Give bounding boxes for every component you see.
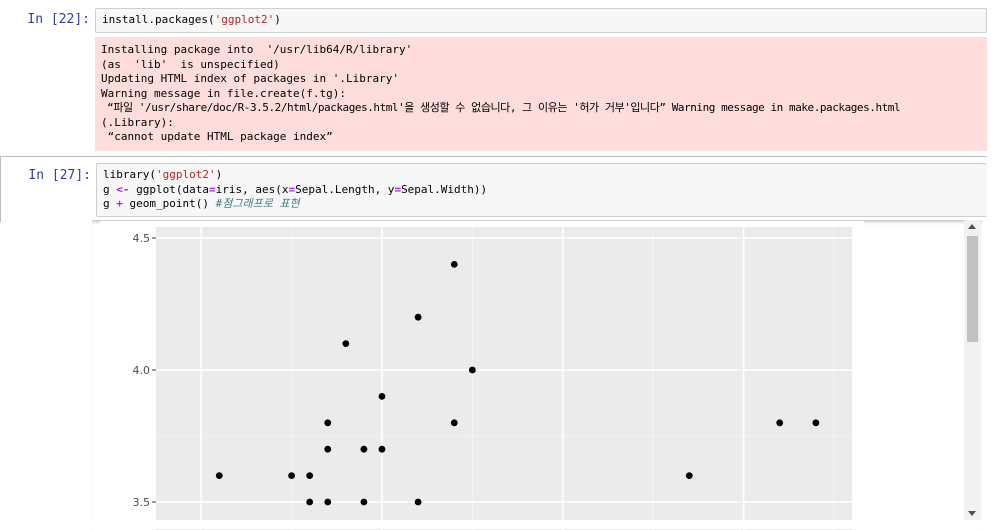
data-point: [378, 393, 386, 400]
code-line: library('ggplot2'): [97, 164, 987, 183]
scatter-plot: 3.5 4.0 4.5: [100, 221, 864, 530]
data-point: [450, 419, 458, 427]
data-points: [215, 261, 820, 506]
data-point: [342, 340, 350, 347]
code-input[interactable]: install.packages('ggplot2'): [95, 8, 987, 33]
data-point: [685, 472, 693, 479]
scrollbar-thumb[interactable]: [967, 236, 978, 342]
data-point: [324, 419, 332, 427]
scroll-up-arrow-icon[interactable]: [968, 224, 976, 229]
string-literal: 'ggplot2': [155, 168, 216, 181]
stderr-line: “cannot update HTML package index”: [101, 130, 333, 143]
data-point: [414, 313, 422, 321]
operator: <-: [116, 182, 130, 196]
code-line: g <- ggplot(data=iris, aes(x=Sepal.Lengt…: [97, 183, 987, 198]
y-axis-tick-label: 4.0: [133, 364, 151, 377]
plot-panel: [156, 227, 852, 530]
minor-gridlines: [156, 227, 852, 530]
code-token: Sepal.Length, y: [295, 182, 395, 196]
scroll-down-arrow-icon[interactable]: [968, 511, 976, 516]
code-token: g: [103, 197, 117, 210]
code-cell-22[interactable]: In [22]: install.packages('ggplot2') Ins…: [0, 0, 987, 155]
string-literal: 'ggplot2': [214, 13, 275, 26]
data-point: [360, 445, 368, 453]
code-token: g: [103, 182, 117, 196]
data-point: [450, 261, 458, 268]
stderr-line: (.Library):: [101, 115, 174, 129]
operator: +: [116, 197, 123, 210]
code-comment: #점그래프로 표현: [215, 197, 300, 210]
code-token: ggplot(data: [129, 182, 209, 196]
code-token: geom_point(): [122, 197, 216, 210]
major-gridlines: [156, 227, 852, 530]
data-point: [324, 445, 332, 453]
stderr-line: (as 'lib' is unspecified): [101, 57, 280, 71]
y-axis: 3.5 4.0 4.5: [133, 232, 156, 509]
code-token: ): [215, 168, 223, 181]
output-scrollbar[interactable]: [964, 220, 981, 520]
stderr-line: “파일 '/usr/share/doc/R-3.5.2/html/package…: [101, 101, 901, 114]
data-point: [360, 498, 368, 506]
operator: =: [208, 182, 216, 196]
code-line: install.packages('ggplot2'): [102, 13, 281, 26]
cell-prompt: In [27]:: [28, 168, 91, 183]
code-token: Sepal.Width)): [401, 182, 488, 196]
code-token: library(: [103, 168, 156, 181]
output-scroll-area[interactable]: 3.5 4.0 4.5: [92, 220, 982, 530]
cell-prompt: In [22]:: [27, 12, 90, 27]
data-point: [812, 419, 820, 427]
code-input[interactable]: library('ggplot2') g <- ggplot(data=iris…: [96, 163, 987, 217]
code-cell-27[interactable]: In [27]: library('ggplot2') g <- ggplot(…: [0, 156, 987, 222]
code-token: iris, aes(x: [215, 182, 289, 196]
data-point: [288, 472, 295, 479]
stderr-line: Warning message in file.create(f.tg):: [101, 86, 347, 100]
data-point: [215, 472, 223, 479]
data-point: [306, 472, 314, 479]
stderr-line: Updating HTML index of packages in '.Lib…: [101, 72, 400, 85]
data-point: [324, 498, 332, 506]
y-axis-tick-label: 3.5: [133, 496, 151, 509]
operator: =: [394, 182, 402, 196]
operator: =: [288, 182, 296, 196]
y-axis-tick-label: 4.5: [133, 232, 151, 245]
data-point: [468, 366, 476, 374]
data-point: [306, 498, 314, 506]
data-point: [378, 445, 386, 453]
data-point: [414, 498, 422, 506]
stderr-output: Installing package into '/usr/lib64/R/li…: [95, 37, 987, 151]
data-point: [776, 419, 784, 427]
page-bottom-edge: [0, 520, 1003, 529]
code-line: g + geom_point() #점그래프로 표현: [97, 197, 987, 212]
stderr-line: Installing package into '/usr/lib64/R/li…: [101, 43, 413, 56]
